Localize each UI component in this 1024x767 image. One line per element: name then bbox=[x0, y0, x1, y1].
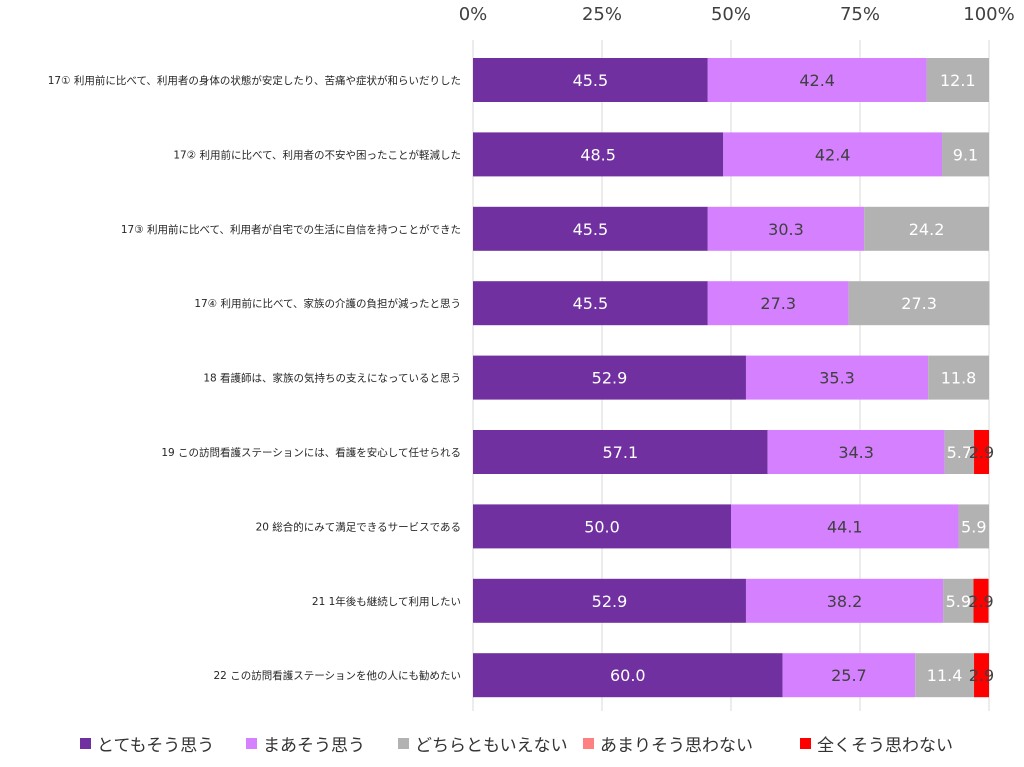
bar-segment bbox=[745, 578, 944, 623]
bar-segment bbox=[473, 578, 746, 623]
data-label: 57.1 bbox=[603, 443, 639, 462]
bar-segment bbox=[926, 58, 989, 102]
bar-segment bbox=[974, 430, 989, 474]
bar-segment bbox=[943, 578, 974, 623]
data-label: 34.3 bbox=[838, 443, 874, 462]
chart-legend: とてもそう思う まあそう思う どちらともいえない あまりそう思わない 全くそう思わない bbox=[0, 731, 1024, 757]
bar-segment bbox=[473, 355, 746, 400]
data-label: 11.4 bbox=[927, 666, 963, 685]
bar-segment bbox=[473, 58, 708, 102]
bar-segment bbox=[944, 430, 975, 474]
bar-segment bbox=[473, 430, 768, 474]
legend-item: とてもそう思う bbox=[80, 731, 214, 756]
legend-label: まあそう思う bbox=[263, 736, 365, 756]
data-label: 24.2 bbox=[909, 220, 945, 239]
legend-item: 全くそう思わない bbox=[800, 731, 953, 756]
bar-segment bbox=[731, 504, 959, 549]
legend-swatch bbox=[583, 738, 594, 749]
category-label: 17① 利用前に比べて、利用者の身体の状態が安定したり、苦痛や症状が和らいだりし… bbox=[48, 74, 461, 87]
bar-segment bbox=[707, 281, 849, 326]
legend-swatch bbox=[800, 738, 811, 749]
category-label: 21 1年後も継続して利用したい bbox=[312, 595, 461, 608]
bar-segment bbox=[942, 132, 989, 177]
data-label: 52.9 bbox=[592, 592, 628, 611]
data-label: 5.7 bbox=[947, 443, 972, 462]
x-tick-label: 25% bbox=[582, 4, 622, 25]
category-label: 17③ 利用前に比べて、利用者が自宅での生活に自信を持つことができた bbox=[121, 223, 461, 236]
category-label: 18 看護師は、家族の気持ちの支えになっていると思う bbox=[203, 372, 461, 385]
data-label: 45.5 bbox=[573, 71, 609, 90]
legend-label: あまりそう思わない bbox=[600, 736, 753, 756]
bar-segment bbox=[928, 355, 989, 400]
data-label: 45.5 bbox=[573, 220, 609, 239]
data-label: 9.1 bbox=[953, 145, 978, 164]
data-label: 2.9 bbox=[969, 443, 994, 462]
category-label: 17② 利用前に比べて、利用者の不安や困ったことが軽減した bbox=[173, 148, 461, 161]
bar-segment bbox=[707, 58, 927, 102]
data-label: 42.4 bbox=[799, 71, 835, 90]
bar-segment bbox=[864, 206, 989, 251]
x-tick-label: 75% bbox=[840, 4, 880, 25]
legend-item: どちらともいえない bbox=[398, 731, 568, 756]
data-label: 45.5 bbox=[573, 294, 609, 313]
data-label: 44.1 bbox=[827, 517, 863, 536]
bar-segment bbox=[473, 281, 708, 326]
data-label: 5.9 bbox=[946, 592, 971, 611]
data-label: 27.3 bbox=[760, 294, 796, 313]
data-label: 2.9 bbox=[968, 592, 993, 611]
legend-label: どちらともいえない bbox=[415, 736, 568, 756]
data-label: 52.9 bbox=[592, 369, 628, 388]
bar-segment bbox=[473, 653, 783, 698]
bar-segment bbox=[473, 132, 724, 177]
data-label: 60.0 bbox=[610, 666, 646, 685]
category-label: 19 この訪問看護ステーションには、看護を安心して任せられる bbox=[161, 446, 461, 459]
bar-segment bbox=[974, 653, 989, 698]
data-label: 11.8 bbox=[941, 369, 977, 388]
category-label: 17④ 利用前に比べて、家族の介護の負担が減ったと思う bbox=[194, 297, 461, 310]
data-label: 2.9 bbox=[969, 666, 994, 685]
bar-segment bbox=[973, 578, 989, 623]
legend-label: 全くそう思わない bbox=[817, 736, 953, 756]
bar-segment bbox=[958, 504, 989, 549]
data-label: 35.3 bbox=[819, 369, 855, 388]
bar-segment bbox=[473, 504, 731, 549]
category-label: 20 総合的にみて満足できるサービスである bbox=[256, 520, 461, 533]
bar-segment bbox=[723, 132, 943, 177]
data-label: 38.2 bbox=[827, 592, 863, 611]
bar-segment bbox=[707, 206, 865, 251]
data-label: 25.7 bbox=[831, 666, 867, 685]
legend-item: まあそう思う bbox=[246, 731, 365, 756]
bar-segment bbox=[782, 653, 916, 698]
data-label: 30.3 bbox=[768, 220, 804, 239]
x-tick-label: 100% bbox=[963, 4, 1014, 25]
bar-segment bbox=[915, 653, 975, 698]
legend-swatch bbox=[80, 738, 91, 749]
legend-label: とてもそう思う bbox=[97, 736, 215, 756]
data-label: 5.9 bbox=[961, 517, 986, 536]
legend-swatch bbox=[246, 738, 257, 749]
legend-item: あまりそう思わない bbox=[583, 731, 753, 756]
bar-segment bbox=[767, 430, 945, 474]
data-label: 42.4 bbox=[815, 145, 851, 164]
bar-segment bbox=[745, 355, 929, 400]
bar-segment bbox=[848, 281, 990, 326]
data-label: 50.0 bbox=[584, 517, 620, 536]
data-label: 27.3 bbox=[901, 294, 937, 313]
category-label: 22 この訪問看護ステーションを他の人にも勧めたい bbox=[214, 669, 462, 682]
data-label: 48.5 bbox=[580, 145, 616, 164]
x-tick-label: 0% bbox=[459, 4, 488, 25]
legend-swatch bbox=[398, 738, 409, 749]
bar-segment bbox=[473, 206, 708, 251]
data-label: 12.1 bbox=[940, 71, 976, 90]
x-tick-label: 50% bbox=[711, 4, 751, 25]
stacked-bar-chart: 0% 25% 50% 75% 100% 17① 利用前に比べて、利用者の身体の状態が安定し… bbox=[48, 4, 1015, 711]
